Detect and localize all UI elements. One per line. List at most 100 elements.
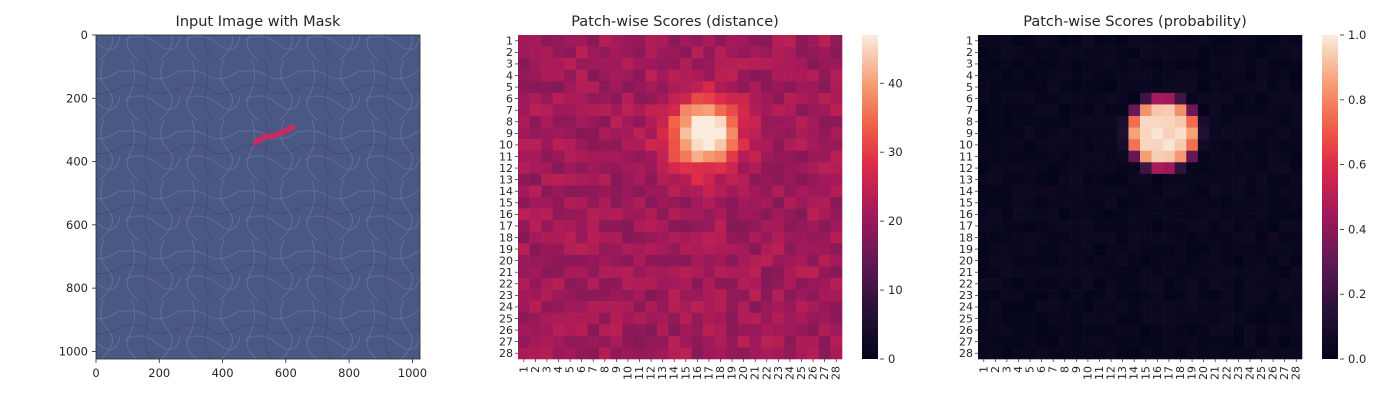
heatmap-cell (610, 58, 623, 71)
heatmap-cell (818, 58, 831, 71)
heatmap-cell (1221, 35, 1233, 47)
heatmap-cell (1024, 58, 1037, 71)
heatmap-cell (989, 150, 1002, 163)
heatmap-cell (830, 220, 843, 233)
heatmap-cell (645, 104, 658, 117)
x-tick-label: 17 (702, 366, 715, 380)
heatmap-cell (1082, 58, 1095, 71)
heatmap-cell (1059, 243, 1071, 256)
heatmap-cell (1255, 35, 1268, 47)
heatmap-cell (1163, 324, 1176, 337)
heatmap-cell (737, 81, 750, 94)
heatmap-cell (1128, 278, 1141, 290)
heatmap-cell (1290, 116, 1303, 128)
heatmap-cell (622, 254, 635, 267)
heatmap-cell (1255, 278, 1268, 290)
heatmap-cell (1174, 266, 1187, 279)
heatmap-cell (656, 127, 669, 140)
heatmap-cell (1232, 127, 1245, 140)
heatmap-cell (1001, 231, 1014, 244)
heatmap-cell (1244, 197, 1257, 209)
heatmap-cell (737, 289, 750, 302)
heatmap-cell (1012, 301, 1025, 314)
heatmap-cell (633, 139, 646, 152)
heatmap-cell (989, 312, 1002, 325)
heatmap-cell (989, 208, 1002, 221)
heatmap-cell (978, 69, 990, 82)
heatmap-cell (1105, 92, 1118, 105)
heatmap-cell (541, 254, 554, 267)
heatmap-cell (818, 243, 831, 256)
heatmap-cell (807, 162, 820, 175)
heatmap-cell (1221, 208, 1233, 221)
heatmap-cell (1012, 347, 1025, 360)
heatmap-cell (978, 92, 990, 105)
heatmap-cell (978, 289, 990, 302)
heatmap-cell (1232, 220, 1245, 233)
heatmap-cell (541, 289, 554, 302)
heatmap-cell (518, 173, 530, 186)
heatmap-cell (761, 254, 773, 267)
heatmap-cell (610, 335, 623, 348)
heatmap-cell (633, 35, 646, 47)
heatmap-cell (1232, 150, 1245, 163)
probability-y-ticks: 1234567891011121314151617181920212223242… (959, 35, 978, 360)
heatmap-cell (1151, 162, 1164, 175)
heatmap-cell (645, 139, 658, 152)
heatmap-cell (564, 35, 577, 47)
heatmap-cell (1232, 185, 1245, 198)
heatmap-cell (818, 266, 831, 279)
heatmap-cell (1116, 243, 1129, 256)
heatmap-cell (714, 243, 727, 256)
x-tick-label: 15 (1139, 366, 1152, 380)
heatmap-cell (737, 92, 750, 105)
heatmap-cell (1244, 58, 1257, 71)
heatmap-cell (989, 104, 1002, 117)
heatmap-cell (552, 335, 565, 348)
heatmap-cell (726, 208, 739, 221)
heatmap-cell (575, 347, 588, 360)
heatmap-cell (529, 220, 542, 233)
heatmap-cell (807, 220, 820, 233)
heatmap-cell (830, 278, 843, 290)
heatmap-cell (1093, 81, 1106, 94)
heatmap-cell (1012, 127, 1025, 140)
heatmap-cell (1024, 139, 1037, 152)
heatmap-cell (691, 347, 704, 360)
heatmap-cell (1070, 231, 1083, 244)
heatmap-cell (1024, 116, 1037, 128)
heatmap-cell (1047, 35, 1060, 47)
heatmap-cell (1267, 81, 1280, 94)
heatmap-cell (714, 104, 727, 117)
heatmap-cell (680, 139, 692, 152)
heatmap-cell (552, 266, 565, 279)
heatmap-cell (989, 301, 1002, 314)
heatmap-cell (1290, 289, 1303, 302)
heatmap-cell (599, 162, 611, 175)
heatmap-cell (1267, 58, 1280, 71)
heatmap-cell (795, 162, 808, 175)
heatmap-cell (1232, 92, 1245, 105)
heatmap-cell (1267, 35, 1280, 47)
heatmap-cell (726, 278, 739, 290)
heatmap-cell (1151, 266, 1164, 279)
heatmap-cell (691, 81, 704, 94)
x-tick-label: 4 (552, 366, 565, 373)
heatmap-cell (1035, 162, 1048, 175)
heatmap-cell (830, 324, 843, 337)
heatmap-cell (1232, 35, 1245, 47)
heatmap-cell (1035, 35, 1048, 47)
heatmap-cell (703, 58, 716, 71)
heatmap-cell (1209, 46, 1222, 59)
heatmap-cell (1082, 185, 1095, 198)
heatmap-cell (529, 127, 542, 140)
heatmap-cell (830, 81, 843, 94)
heatmap-cell (1082, 139, 1095, 152)
heatmap-cell (599, 116, 611, 128)
heatmap-cell (668, 208, 681, 221)
heatmap-cell (1278, 347, 1291, 360)
heatmap-cell (1059, 46, 1071, 59)
heatmap-cell (1278, 254, 1291, 267)
heatmap-cell (818, 289, 831, 302)
heatmap-cell (737, 58, 750, 71)
